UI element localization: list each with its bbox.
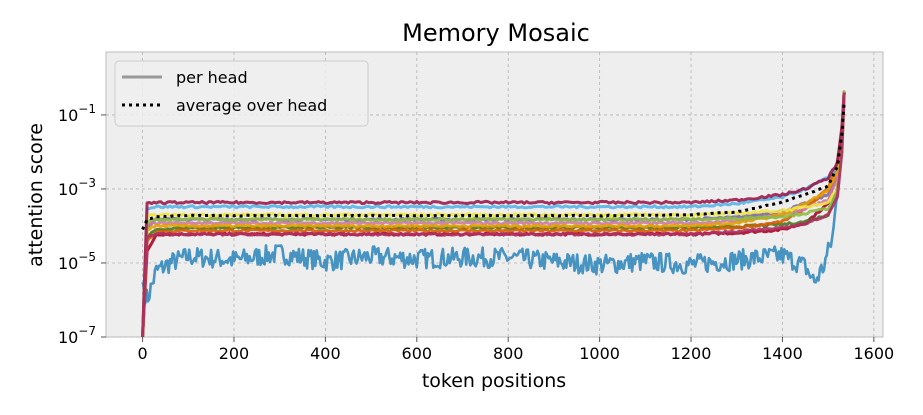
x-tick-label: 800 <box>493 344 524 363</box>
series-line-7 <box>141 91 846 337</box>
chart-title: Memory Mosaic <box>402 19 590 47</box>
legend-box <box>114 60 369 127</box>
y-axis-ticks: 10−7 10−5 10−3 10−1 <box>58 102 106 347</box>
y-tick-label: 10−1 <box>58 102 96 125</box>
x-tick-label: 200 <box>219 344 250 363</box>
x-tick-label: 400 <box>310 344 341 363</box>
series-line-8 <box>141 90 846 337</box>
legend-label-average: average over head <box>176 96 327 115</box>
y-tick-label: 10−3 <box>58 176 96 199</box>
x-tick-label: 1200 <box>671 344 712 363</box>
y-axis-label: attention score <box>25 123 47 267</box>
series-line-11 <box>141 91 846 337</box>
x-tick-label: 1400 <box>762 344 803 363</box>
x-tick-label: 1000 <box>579 344 620 363</box>
series-lines <box>141 90 846 337</box>
y-tick-label: 10−7 <box>58 324 96 347</box>
series-line-10 <box>141 92 846 337</box>
y-tick-label: 10−5 <box>58 250 96 273</box>
x-axis-ticks: 0 200 400 600 800 1000 1200 1400 1600 <box>137 337 894 363</box>
x-axis-label: token positions <box>422 370 566 392</box>
legend-label-per-head: per head <box>176 68 248 87</box>
legend: per head average over head <box>114 60 369 127</box>
series-line-6 <box>141 91 846 337</box>
series-line-0 <box>141 92 846 305</box>
x-tick-label: 600 <box>402 344 433 363</box>
x-tick-label: 1600 <box>853 344 894 363</box>
series-line-9 <box>141 90 846 337</box>
x-tick-label: 0 <box>137 344 147 363</box>
series-line-4 <box>141 90 846 337</box>
